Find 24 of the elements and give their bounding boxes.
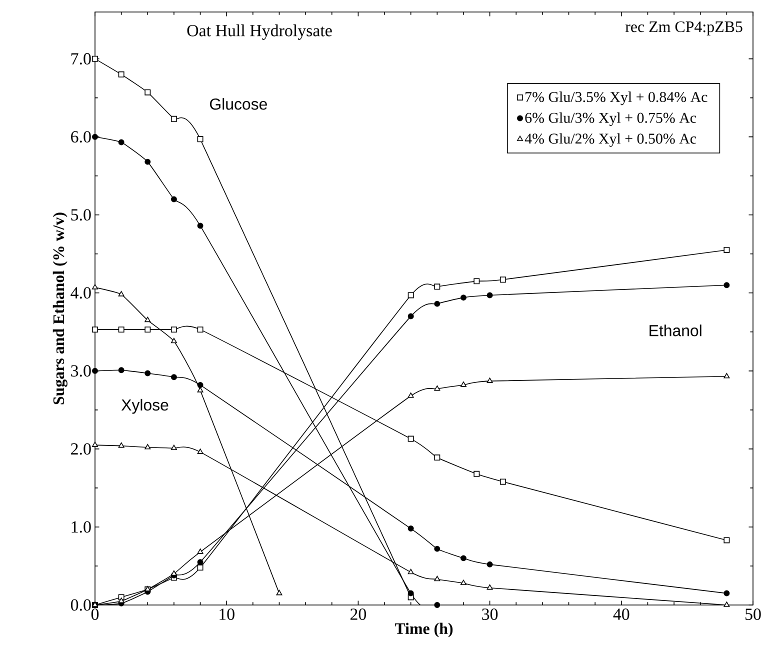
text: Oat Hull Hydrolysate <box>187 24 332 40</box>
annotation: Glucose <box>210 98 267 110</box>
y-tick-label: 2.0 <box>71 443 91 455</box>
y-tick-label: 5.0 <box>71 209 91 221</box>
x-tick-label: 10 <box>220 608 234 620</box>
annotation: Ethanol <box>650 324 702 336</box>
legend-label: 7% Glu/3.5% Xyl + 0.84% Ac <box>526 92 708 106</box>
y-tick-label: 6.0 <box>71 131 91 143</box>
x-tick-label: 40 <box>613 608 630 620</box>
x-axis-title: Time (h) <box>394 622 453 638</box>
x-tick-label: 30 <box>482 608 498 620</box>
x-tick-label: 50 <box>746 608 761 620</box>
y-tick-label: 1.0 <box>72 521 91 533</box>
y-tick-label: 4.0 <box>70 287 91 299</box>
annotation: Xylose <box>121 398 168 414</box>
y-axis-title: Sugars and Ethanol (% w/v) <box>52 212 68 404</box>
x-tick-label: 0 <box>91 608 99 620</box>
legend-label: 4% Glu/2% Xyl + 0.50% Ac <box>524 133 696 147</box>
y-tick-label: 3.0 <box>71 365 91 377</box>
text: rec Zm CP4:pZB5 <box>625 21 742 36</box>
y-tick-label: 0.0 <box>70 599 91 611</box>
y-tick-label: 7.0 <box>71 53 91 65</box>
legend-label: 6% Glu/3% Xyl + 0.75% Ac <box>525 112 696 126</box>
x-tick-label: 20 <box>350 608 366 620</box>
